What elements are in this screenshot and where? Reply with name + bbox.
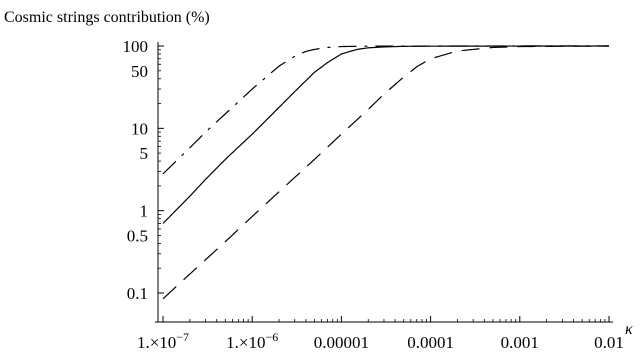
chart-title: Cosmic strings contribution (%) [4, 9, 210, 26]
x-tick-label: 0.00001 [314, 333, 369, 352]
x-tick-label-part: × [239, 333, 249, 352]
x-tick-label-part: −7 [176, 330, 189, 344]
plot-lines [162, 45, 610, 300]
x-tick-label-part: 10 [248, 333, 265, 352]
series-line-dashed [162, 45, 610, 300]
x-tick-label: 1.×10−7 [137, 330, 189, 352]
y-tick-label: 50 [131, 62, 148, 81]
y-tick-label: 1 [140, 202, 149, 221]
y-tick-label: 5 [140, 144, 149, 163]
x-axis: 1.×10−7 1.×10−6 0.00001 0.0001 0.001 0.01 [137, 316, 624, 352]
x-tick-label: 0.01 [594, 333, 624, 352]
x-tick-label-part: × [150, 333, 160, 352]
x-tick-label-part: −6 [265, 330, 278, 344]
y-tick-label: 100 [123, 37, 149, 56]
x-tick-label-part: 1. [137, 333, 150, 352]
x-tick-label: 0.0001 [407, 333, 454, 352]
x-tick-label: 0.001 [501, 333, 539, 352]
y-tick-label: 0.5 [127, 226, 148, 245]
x-tick-label-part: 10 [159, 333, 176, 352]
y-axis: 0.1 0.5 1 5 10 50 100 [123, 37, 164, 322]
series-line-solid [162, 45, 609, 224]
x-tick-label: 1.×10−6 [226, 330, 278, 352]
x-tick-label-part: 1. [226, 333, 239, 352]
x-axis-label: κ [625, 321, 633, 338]
y-tick-label: 10 [131, 119, 148, 138]
y-tick-label: 0.1 [127, 284, 148, 303]
